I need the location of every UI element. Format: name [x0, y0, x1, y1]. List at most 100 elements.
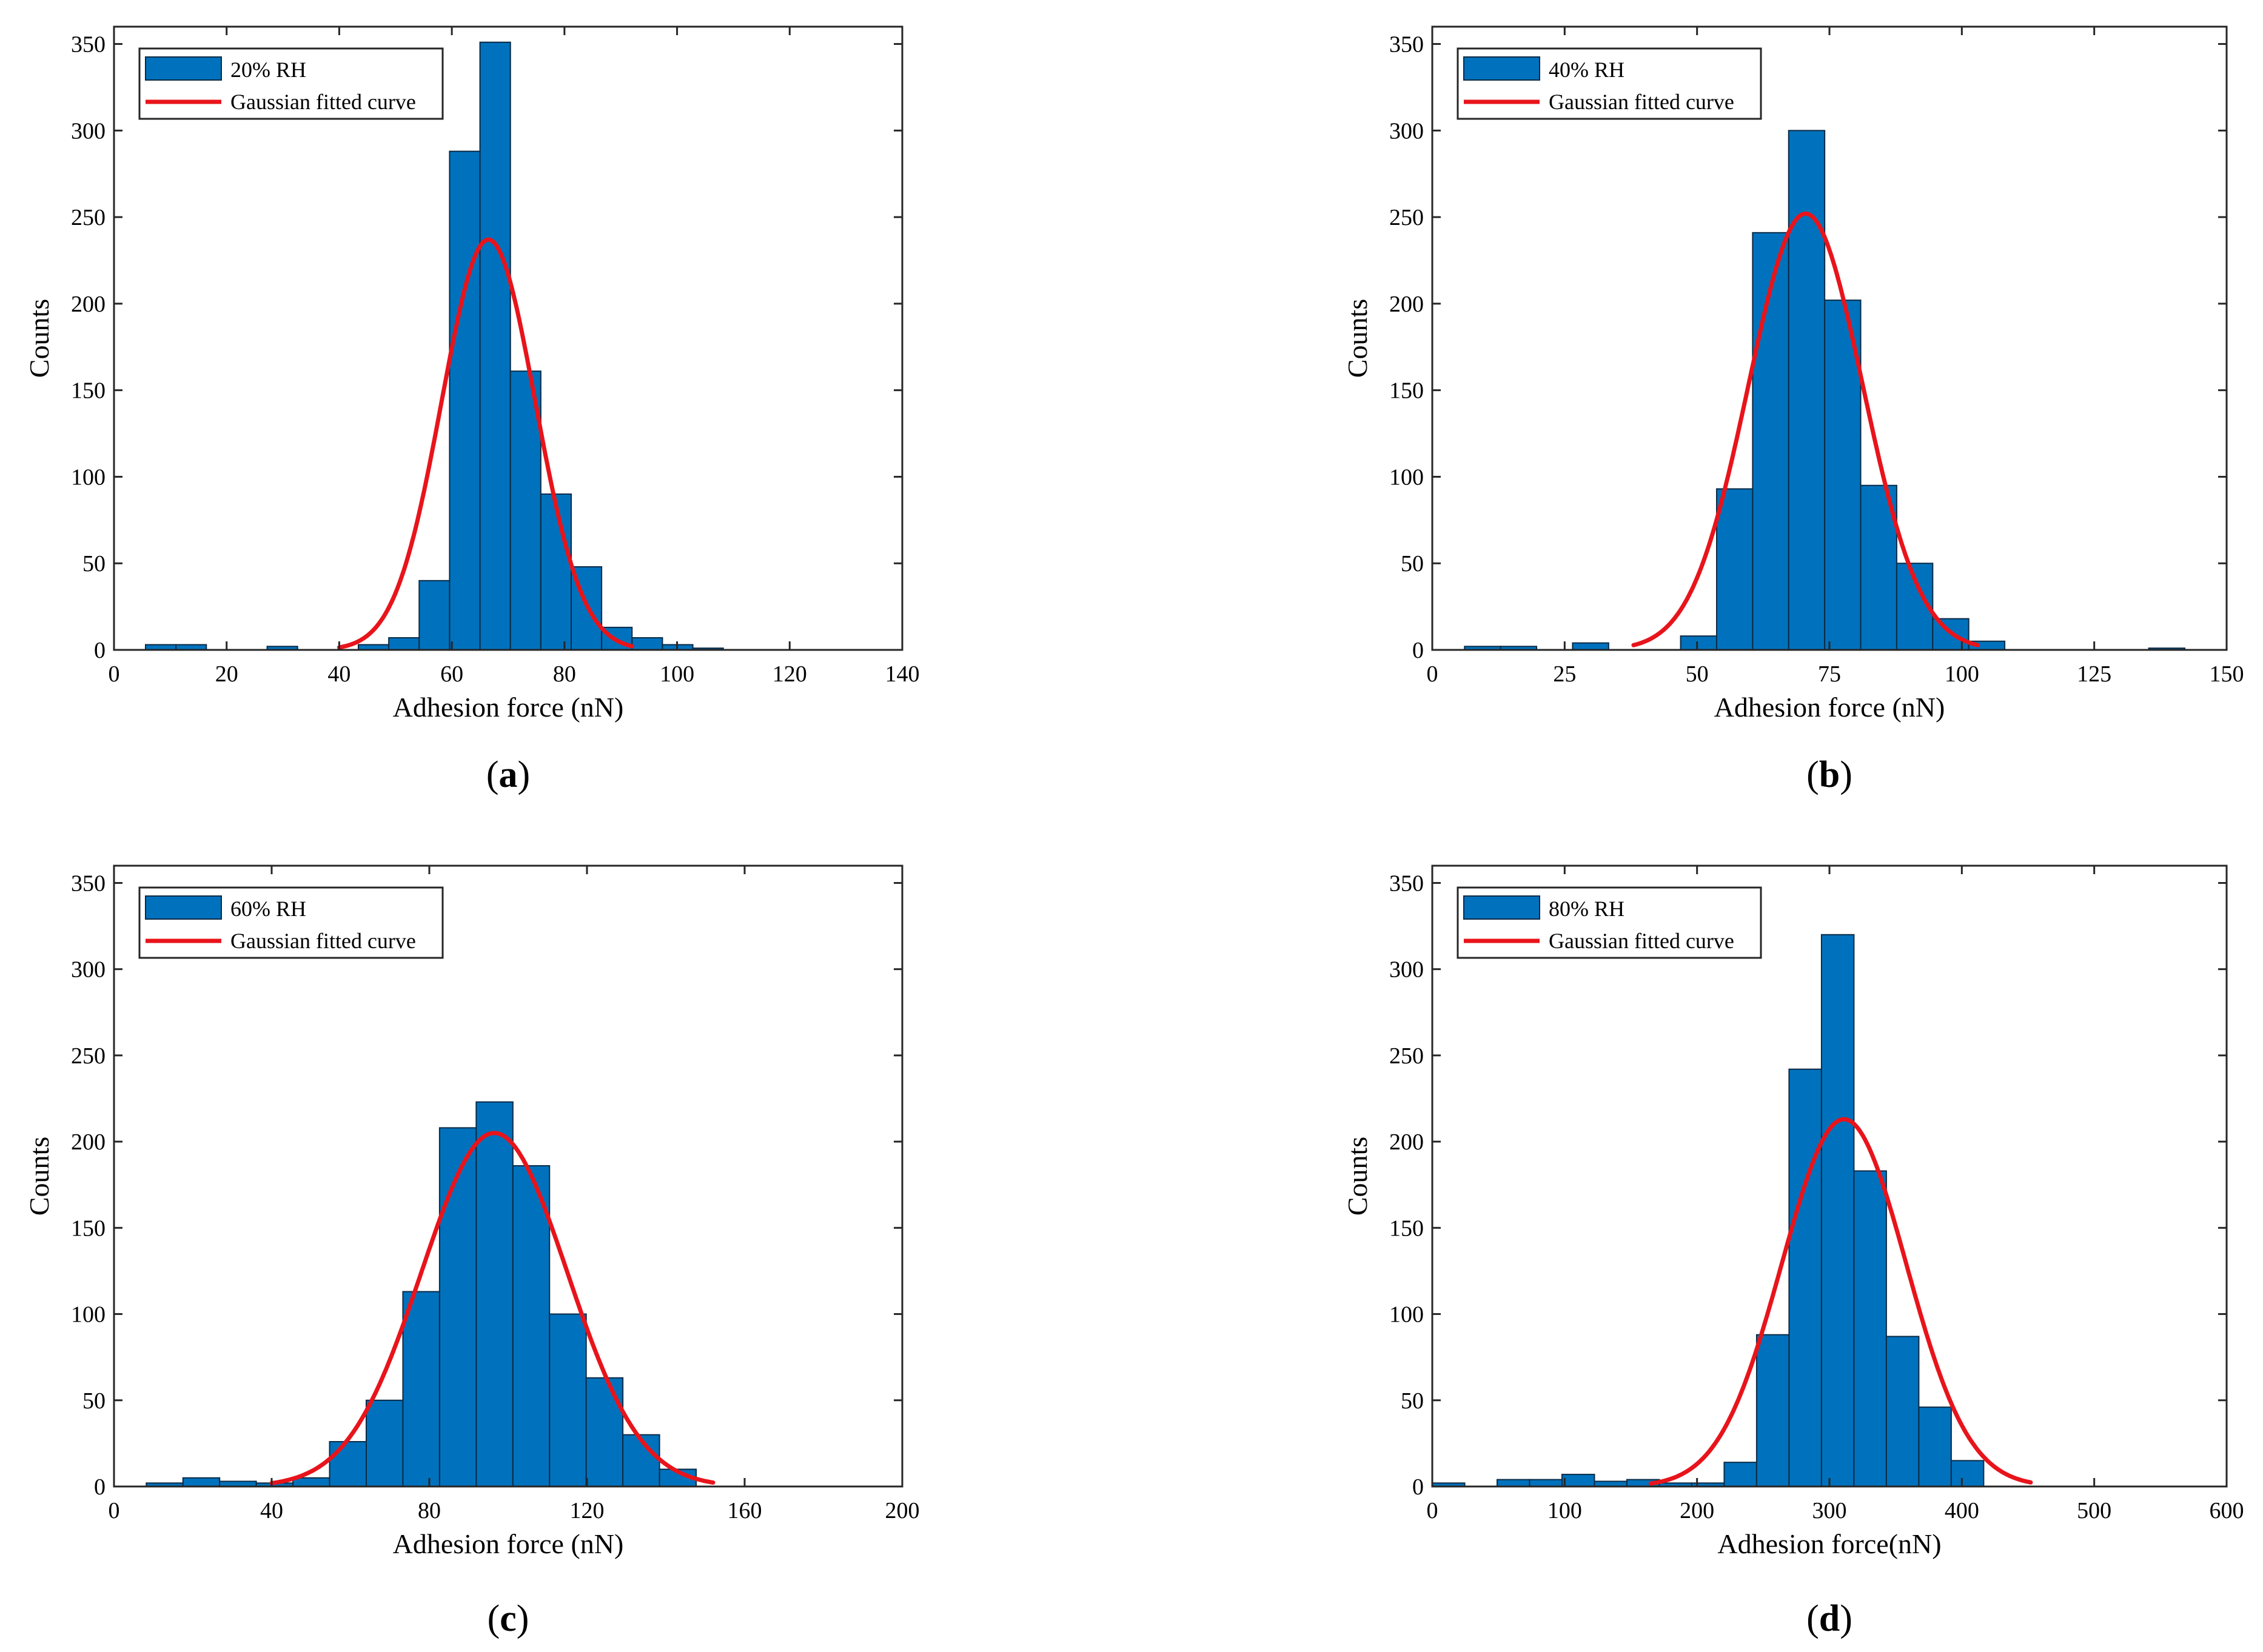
x-tick-label: 75 — [1818, 661, 1841, 687]
legend-label-histogram: 80% RH — [1549, 897, 1624, 921]
legend-label-fit: Gaussian fitted curve — [230, 90, 416, 114]
y-tick-label: 150 — [1389, 1216, 1424, 1241]
y-tick-label: 50 — [1401, 551, 1424, 577]
histogram-bar — [1788, 1068, 1822, 1487]
histogram-bar — [1723, 1462, 1757, 1487]
histogram-bar — [1918, 1406, 1952, 1487]
y-tick-label: 350 — [71, 871, 106, 896]
x-tick-label: 120 — [773, 661, 807, 687]
x-tick-label: 500 — [2077, 1498, 2111, 1523]
histogram-bar — [475, 1101, 514, 1487]
y-tick-label: 100 — [71, 1302, 106, 1328]
legend-label-histogram: 60% RH — [230, 897, 306, 921]
histogram-bar — [388, 637, 420, 650]
histogram-bar — [402, 1291, 440, 1488]
panel-label: (a) — [486, 754, 530, 795]
y-axis-label: Counts — [1342, 1137, 1373, 1216]
y-tick-label: 100 — [1389, 1302, 1424, 1328]
x-tick-label: 300 — [1812, 1498, 1847, 1523]
x-tick-label: 40 — [327, 661, 350, 687]
y-tick-label: 250 — [71, 1043, 106, 1069]
legend: 60% RH Gaussian fitted curve — [138, 886, 444, 959]
histogram-bar — [1755, 1334, 1790, 1488]
x-tick-label: 0 — [109, 661, 120, 687]
chart-panel-a: 0 20 40 60 80 100 120 140 0 50 100 150 200 250 300 350 A… — [24, 25, 920, 795]
panel-label-letter: c — [500, 1598, 517, 1639]
y-tick-label: 300 — [1389, 957, 1424, 983]
histogram-bar — [1885, 1336, 1920, 1488]
x-tick-label: 120 — [570, 1498, 605, 1523]
panel-label-close: ) — [517, 1598, 529, 1639]
chart-panel-c: 0 40 80 120 160 200 0 50 100 150 200 250 300 350 Adhes… — [24, 864, 920, 1639]
histogram-bar — [366, 1399, 404, 1488]
chart-panel-d: 0 100 200 300 400 500 600 0 50 100 150 200 250 300 350… — [1342, 864, 2244, 1639]
x-axis-label: Adhesion force (nN) — [393, 1528, 624, 1559]
histogram-bar — [631, 637, 663, 650]
panel-label-open: ( — [488, 1598, 500, 1639]
histogram-bar — [1820, 934, 1855, 1488]
x-tick-label: 25 — [1553, 661, 1576, 687]
histogram-bar — [449, 150, 481, 651]
histogram-bar — [585, 1377, 624, 1488]
histogram-bar — [438, 1127, 477, 1488]
y-tick-label: 150 — [71, 378, 106, 404]
y-tick-label: 250 — [71, 205, 106, 230]
x-tick-label: 125 — [2077, 661, 2111, 687]
histogram-bar — [512, 1165, 551, 1487]
legend: 20% RH Gaussian fitted curve — [138, 47, 444, 120]
legend: 40% RH Gaussian fitted curve — [1457, 47, 1762, 120]
histogram-bar — [1853, 1170, 1887, 1487]
y-tick-label: 200 — [1389, 1129, 1424, 1155]
x-axis-label: Adhesion force (nN) — [393, 692, 624, 723]
legend-label-histogram: 20% RH — [230, 58, 306, 82]
y-axis-label: Counts — [24, 299, 55, 378]
y-tick-label: 200 — [71, 292, 106, 317]
legend-label-histogram: 40% RH — [1549, 58, 1624, 82]
gaussian-fit-curve — [269, 1131, 716, 1485]
y-tick-label: 200 — [1389, 292, 1424, 317]
x-tick-label: 150 — [2210, 661, 2244, 687]
y-tick-label: 0 — [94, 638, 106, 663]
y-tick-label: 250 — [1389, 1043, 1424, 1069]
x-tick-label: 0 — [1427, 1498, 1438, 1523]
x-tick-label: 0 — [1427, 661, 1438, 687]
histogram-bar — [329, 1441, 367, 1487]
legend-swatch-histogram — [145, 56, 222, 81]
panel-label-letter: d — [1819, 1598, 1840, 1639]
x-axis-label: Adhesion force(nN) — [1717, 1528, 1941, 1559]
y-axis-label: Counts — [1342, 299, 1373, 378]
x-tick-label: 400 — [1945, 1498, 1979, 1523]
y-tick-label: 0 — [1412, 638, 1424, 663]
y-tick-label: 150 — [71, 1216, 106, 1241]
panel-label-close: ) — [518, 754, 531, 795]
legend-label-fit: Gaussian fitted curve — [1549, 929, 1734, 953]
histogram-bar — [540, 493, 572, 650]
histogram-bar — [1950, 1460, 1985, 1487]
y-tick-label: 0 — [1412, 1474, 1424, 1500]
gaussian-fit-curve — [337, 237, 634, 650]
panel-label: (d) — [1806, 1598, 1852, 1639]
legend-label-fit: Gaussian fitted curve — [230, 929, 416, 953]
legend-swatch-histogram — [145, 895, 222, 920]
y-tick-label: 50 — [82, 551, 106, 577]
x-tick-label: 60 — [440, 661, 463, 687]
histogram-bar — [1496, 1479, 1530, 1488]
y-tick-label: 50 — [1401, 1388, 1424, 1414]
panel-label-letter: b — [1819, 754, 1840, 795]
histogram-bar — [1572, 642, 1609, 650]
y-tick-label: 0 — [94, 1474, 106, 1500]
x-tick-label: 80 — [418, 1498, 441, 1523]
y-tick-label: 350 — [71, 32, 106, 58]
legend: 80% RH Gaussian fitted curve — [1457, 886, 1762, 959]
y-tick-label: 50 — [82, 1388, 106, 1414]
y-tick-label: 100 — [1389, 464, 1424, 490]
chart-panel-b: 0 25 50 75 100 125 150 0 50 100 150 200 250 300 350 Adh… — [1342, 25, 2244, 795]
panel-label-letter: a — [499, 754, 518, 795]
x-tick-label: 600 — [2210, 1498, 2244, 1523]
gaussian-fit-curve — [1648, 1117, 2033, 1486]
y-tick-label: 150 — [1389, 378, 1424, 404]
x-tick-label: 0 — [109, 1498, 120, 1523]
y-tick-label: 350 — [1389, 32, 1424, 58]
gaussian-fit-curve — [1631, 211, 1980, 647]
